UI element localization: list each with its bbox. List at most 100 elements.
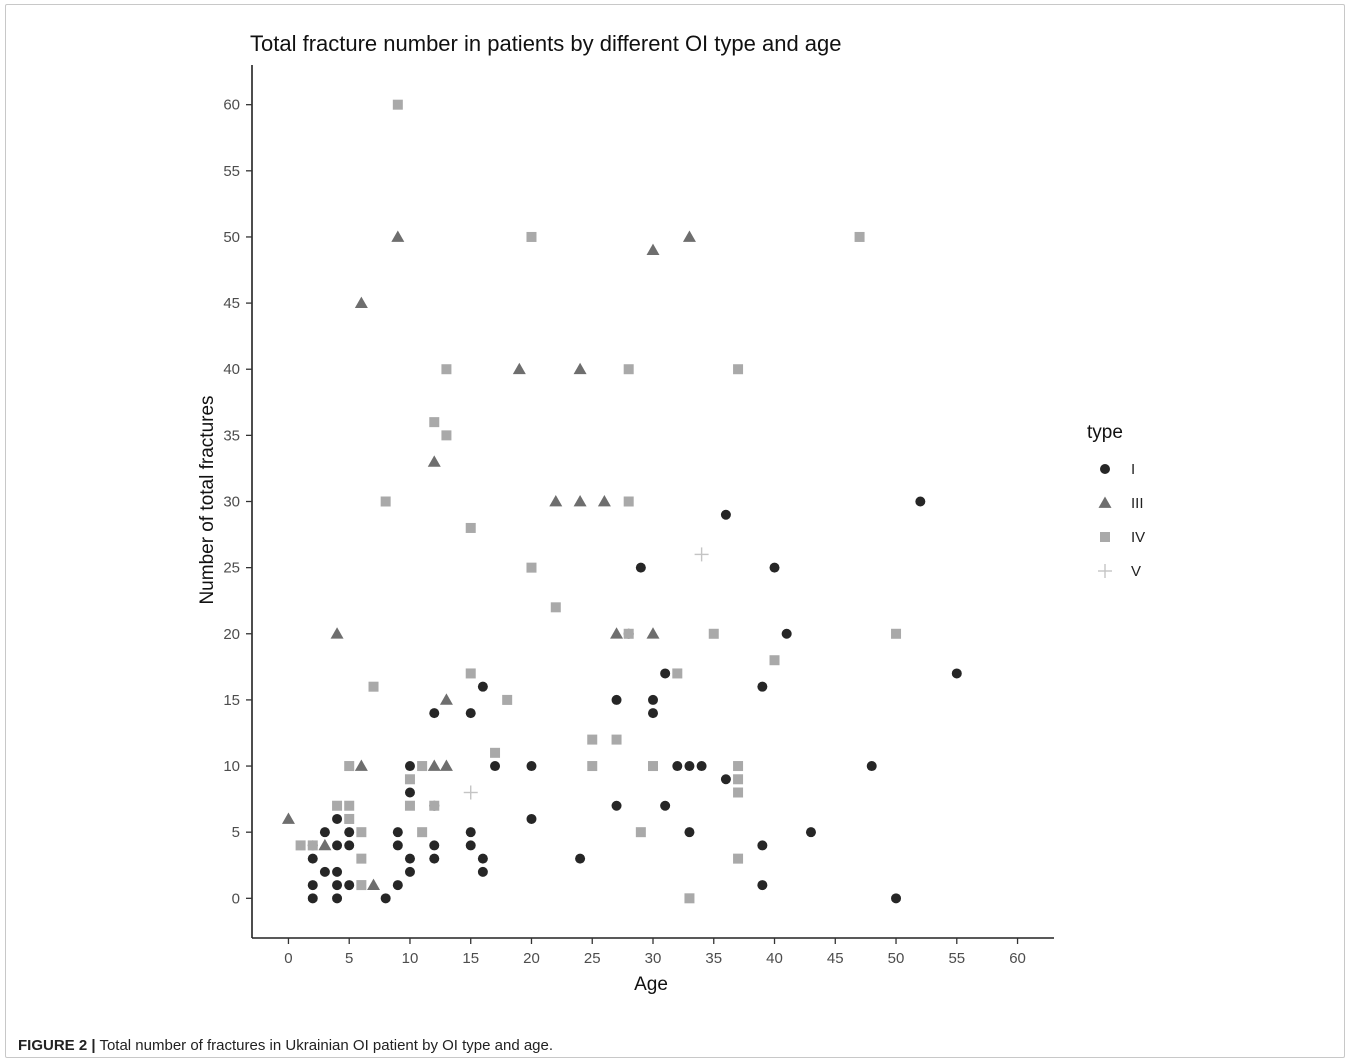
data-point-type-iii [512,362,526,375]
data-point-type-iv [404,774,415,785]
x-axis-label: Age [634,974,668,995]
data-point-type-iii [427,455,441,467]
data-point-type-iv [380,496,391,507]
data-point-type-i [805,827,816,838]
data-point-type-i [951,668,962,679]
data-point-type-i [380,893,391,904]
chart-title: Total fracture number in patients by dif… [250,31,842,56]
y-tick-label: 45 [223,295,240,312]
y-tick-label: 30 [223,494,240,511]
data-point-type-i [344,827,355,838]
data-point-type-iv [502,694,513,705]
y-tick-label: 40 [223,361,240,378]
data-point-type-i [465,827,476,838]
data-point-type-i [757,681,768,692]
x-tick-label: 15 [462,950,479,967]
data-point-type-iv [417,761,428,772]
data-point-type-iv [332,800,343,811]
x-tick-label: 40 [766,950,783,967]
data-point-type-iv [404,800,415,811]
data-point-type-iv [429,800,440,811]
data-point-type-i [332,840,343,851]
data-point-type-iv [623,364,634,375]
x-tick-label: 10 [402,950,419,967]
points-layer [281,99,962,904]
legend-key-iii [1098,496,1112,508]
legend-key-iv [1100,532,1110,542]
y-tick-label: 60 [223,97,240,114]
data-point-type-i [769,562,780,573]
data-point-type-iv [708,628,719,639]
data-point-type-iv [587,761,598,772]
data-point-type-iv [465,668,476,679]
x-tick-label: 25 [584,950,601,967]
data-point-type-i [891,893,902,904]
data-point-type-iv [295,840,306,851]
data-point-type-i [648,708,658,719]
data-point-type-i [404,866,415,877]
data-point-type-i [319,827,330,838]
data-point-type-iv [441,430,452,441]
data-point-type-i [672,761,683,772]
data-point-type-iii [281,812,295,824]
data-point-type-i [332,893,343,904]
data-point-type-i [526,813,537,824]
data-point-type-i [344,880,355,891]
data-point-type-i [684,827,695,838]
data-point-type-i [319,866,330,877]
data-point-type-iv [526,231,537,242]
data-point-type-iii [367,878,381,890]
legend-key-i [1100,464,1110,474]
data-point-type-iv [733,787,744,798]
data-point-type-iii [330,627,344,639]
legend-title: type [1087,422,1123,443]
x-tick-label: 55 [948,950,965,967]
data-point-type-i [404,761,415,772]
data-point-type-iii [391,230,405,242]
data-point-type-i [392,840,403,851]
data-point-type-i [332,866,343,877]
data-point-type-i [307,893,318,904]
y-tick-label: 50 [223,229,240,246]
legend-label-i: I [1131,461,1135,478]
x-tick-label: 20 [523,950,540,967]
data-point-type-iv [684,893,695,904]
data-point-type-i [648,694,658,705]
legend-label-v: V [1131,563,1141,580]
data-point-type-i [684,761,695,772]
axes-layer: 0 5 10 15 20 25 30 35 40 45 50 55 60 0 5 10 15 20 25 30 35 40… [223,65,1054,967]
data-point-type-i [611,694,622,705]
data-point-type-iv [392,99,403,110]
data-point-type-iii [439,759,453,771]
data-point-type-iv [769,655,780,666]
data-point-type-iii [682,230,696,242]
caption-label: FIGURE 2 | [18,1037,96,1054]
data-point-type-iv [550,602,561,613]
data-point-type-iv [672,668,683,679]
caption-text: Total number of fractures in Ukrainian O… [99,1037,554,1054]
data-point-type-i [465,708,476,719]
data-point-type-iv [368,681,379,692]
data-point-type-iv [344,761,355,772]
x-tick-label: 50 [888,950,905,967]
data-point-type-i [915,496,926,507]
data-point-type-i [477,681,488,692]
data-point-type-i [660,668,671,679]
data-point-type-iv [526,562,537,573]
y-tick-label: 25 [223,560,240,577]
data-point-type-i [720,774,731,785]
data-point-type-iv [891,628,902,639]
legend-label-iii: III [1131,495,1144,512]
y-tick-label: 15 [223,692,240,709]
y-axis-label: Number of total fractures [197,395,218,604]
data-point-type-iv [733,774,744,785]
data-point-type-iii [646,243,660,256]
data-point-type-iii [573,362,587,375]
data-point-type-i [477,866,488,877]
data-point-type-iv [429,417,440,428]
y-tick-label: 10 [223,758,240,775]
data-point-type-iii [318,838,332,851]
